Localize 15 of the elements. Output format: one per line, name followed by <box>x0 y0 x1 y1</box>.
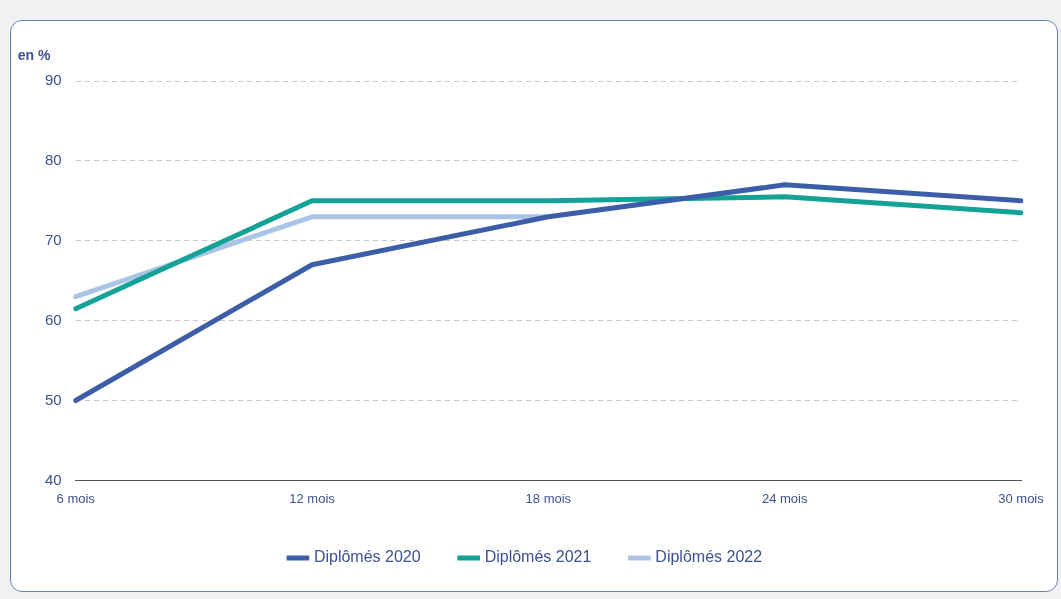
legend-label: Diplômés 2020 <box>313 548 421 566</box>
x-tick-label: 12 mois <box>289 490 336 506</box>
x-tick-label: 6 mois <box>56 490 96 506</box>
x-tick-label: 24 mois <box>761 490 808 506</box>
y-tick-label: 90 <box>45 71 62 89</box>
y-axis-title: en % <box>17 46 51 63</box>
legend-label: Diplômés 2022 <box>655 548 763 566</box>
y-tick-label: 60 <box>45 310 62 328</box>
y-tick-label: 70 <box>45 230 62 248</box>
x-tick-label: 30 mois <box>998 490 1045 506</box>
y-tick-label: 40 <box>45 470 62 488</box>
y-tick-label: 50 <box>45 390 62 408</box>
x-tick-label: 18 mois <box>525 490 572 506</box>
y-tick-label: 80 <box>45 151 62 169</box>
legend-label: Diplômés 2021 <box>484 548 592 566</box>
